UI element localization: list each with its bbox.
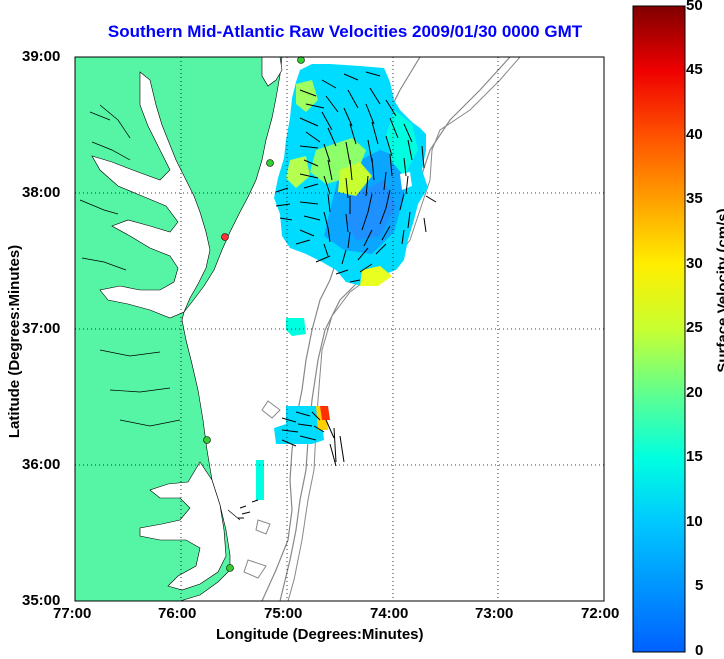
pamlico-sound — [139, 461, 227, 591]
chesapeake-bay — [91, 71, 211, 319]
y-tick-label: 35:00 — [22, 592, 61, 609]
velocity-vectors — [238, 71, 437, 519]
radar-station-marker — [203, 436, 211, 444]
colorbar-tick-label: 0 — [695, 642, 704, 659]
radar-station-marker — [297, 56, 305, 64]
x-tick-label: 75:00 — [264, 605, 303, 622]
colorbar-tick-label: 45 — [686, 61, 703, 78]
y-tick-label: 38:00 — [22, 184, 61, 201]
rivers — [79, 104, 241, 521]
colorbar-tick-label: 20 — [686, 384, 703, 401]
colorbar-tick-label: 5 — [695, 577, 704, 594]
y-tick-label: 39:00 — [22, 48, 61, 65]
x-axis-label: Longitude (Degrees:Minutes) — [216, 626, 424, 643]
colorbar-tick-label: 40 — [686, 126, 703, 143]
colorbar — [632, 5, 686, 653]
x-tick-label: 76:00 — [158, 605, 197, 622]
colorbar-tick-label: 35 — [686, 190, 703, 207]
colorbar-tick-label: 25 — [686, 319, 703, 336]
grid-lines — [75, 57, 604, 601]
radar-station-marker — [266, 159, 274, 167]
radar-station-marker — [221, 233, 229, 241]
y-tick-label: 36:00 — [22, 456, 61, 473]
y-tick-label: 37:00 — [22, 320, 61, 337]
plot-frame — [74, 56, 605, 602]
bathymetry-contour — [243, 400, 281, 579]
colorbar-tick-label: 30 — [686, 255, 703, 272]
radar-station-marker — [226, 564, 234, 572]
colorbar-label: Surface Velocity (cm/s) — [714, 208, 724, 373]
y-axis-label: Latitude (Degrees:Minutes) — [6, 244, 24, 439]
map-title: Southern Mid-Atlantic Raw Velocities 200… — [107, 22, 583, 41]
colorbar-tick-label: 15 — [686, 448, 703, 465]
x-tick-label: 74:00 — [370, 605, 409, 622]
x-tick-label: 72:00 — [581, 605, 620, 622]
x-tick-label: 77:00 — [53, 605, 92, 622]
colorbar-tick-label: 10 — [686, 513, 703, 530]
delaware-bay — [261, 57, 283, 87]
bathymetry-contour — [279, 57, 511, 601]
x-tick-label: 73:00 — [475, 605, 514, 622]
colorbar-tick-label: 50 — [686, 0, 703, 14]
